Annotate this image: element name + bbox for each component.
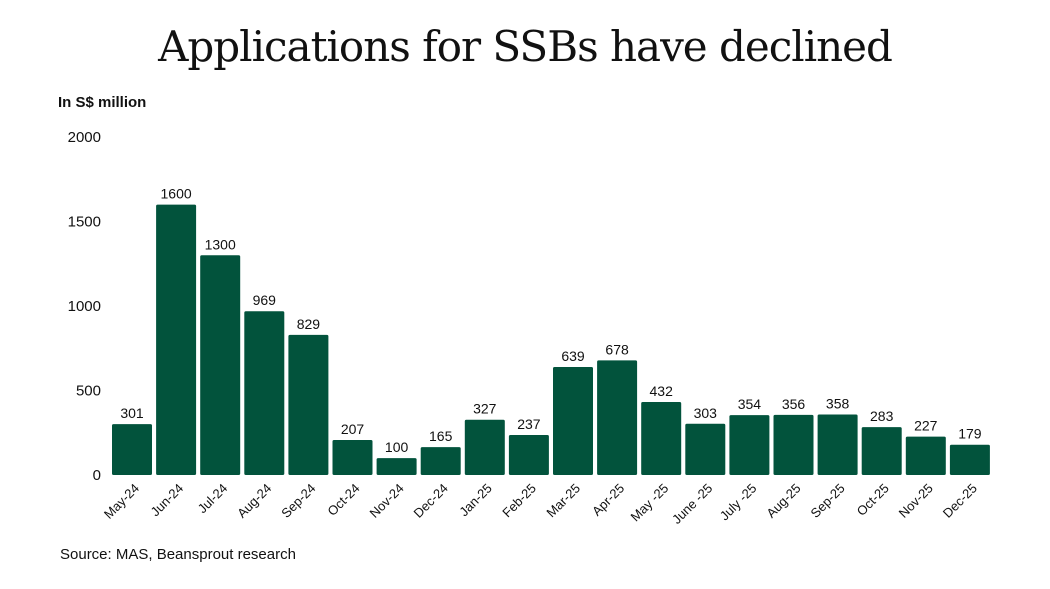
data-label: 179 xyxy=(958,426,982,442)
y-tick-label: 500 xyxy=(76,383,101,400)
bar xyxy=(905,436,946,475)
data-label: 356 xyxy=(782,396,806,412)
x-tick-label: May -25 xyxy=(628,481,672,525)
data-label: 354 xyxy=(738,396,762,412)
x-tick-label: Nov-25 xyxy=(896,481,936,521)
y-tick-label: 2000 xyxy=(68,129,101,146)
x-tick-label: Jun-24 xyxy=(148,481,187,520)
chart-title: Applications for SSBs have declined xyxy=(158,22,893,71)
data-label: 165 xyxy=(429,428,453,444)
data-label: 829 xyxy=(297,316,321,332)
bar xyxy=(949,444,990,475)
bar xyxy=(332,440,373,475)
x-tick-label: Oct-25 xyxy=(854,481,892,519)
data-label: 358 xyxy=(826,395,850,411)
x-tick-label: Apr-25 xyxy=(589,481,627,519)
x-tick-label: Jan-25 xyxy=(456,481,495,520)
data-label: 639 xyxy=(561,348,585,364)
source-note: Source: MAS, Beansprout research xyxy=(60,546,296,563)
data-label: 301 xyxy=(120,405,144,421)
bar xyxy=(597,360,638,475)
data-label: 327 xyxy=(473,401,497,417)
x-tick-label: May-24 xyxy=(101,481,142,522)
x-tick-label: Mar-25 xyxy=(543,481,583,521)
x-tick-label: Sep-24 xyxy=(278,481,318,521)
data-label: 1300 xyxy=(205,236,236,252)
bar xyxy=(685,423,726,475)
bar xyxy=(773,414,814,475)
x-tick-label: Dec-25 xyxy=(940,481,980,521)
bar xyxy=(420,447,461,475)
bar xyxy=(156,204,197,475)
data-label: 207 xyxy=(341,421,365,437)
x-tick-label: Aug-24 xyxy=(234,481,274,521)
data-label: 303 xyxy=(694,405,718,421)
data-label: 969 xyxy=(253,292,277,308)
bar xyxy=(112,424,152,475)
x-tick-label: Jul-24 xyxy=(195,481,231,517)
data-label: 432 xyxy=(650,383,674,399)
y-tick-label: 0 xyxy=(93,467,101,484)
y-tick-label: 1000 xyxy=(68,298,101,315)
x-tick-label: Sep-25 xyxy=(807,481,847,521)
data-label: 283 xyxy=(870,408,894,424)
bar xyxy=(641,401,682,475)
data-label: 678 xyxy=(605,341,629,357)
bar xyxy=(553,367,593,475)
data-label: 100 xyxy=(385,439,409,455)
bar xyxy=(288,334,329,475)
data-label: 227 xyxy=(914,418,938,434)
bar xyxy=(464,419,505,475)
bar xyxy=(508,434,549,475)
x-tick-label: Dec-24 xyxy=(411,481,451,521)
bar xyxy=(376,458,417,475)
x-tick-label: Aug-25 xyxy=(763,481,803,521)
x-tick-label: Feb-25 xyxy=(499,481,539,521)
data-label: 237 xyxy=(517,416,541,432)
bar xyxy=(729,415,770,475)
x-tick-label: Oct-24 xyxy=(324,481,362,519)
bar xyxy=(200,255,241,475)
x-tick-label: July -25 xyxy=(717,481,760,524)
data-label: 1600 xyxy=(161,186,192,202)
bar xyxy=(244,311,285,475)
x-tick-label: June -25 xyxy=(669,481,715,527)
x-tick-label: Nov-24 xyxy=(366,481,406,521)
y-axis-label: In S$ million xyxy=(58,94,147,111)
bar xyxy=(817,414,858,475)
y-tick-label: 1500 xyxy=(68,214,101,231)
bar xyxy=(861,427,902,475)
